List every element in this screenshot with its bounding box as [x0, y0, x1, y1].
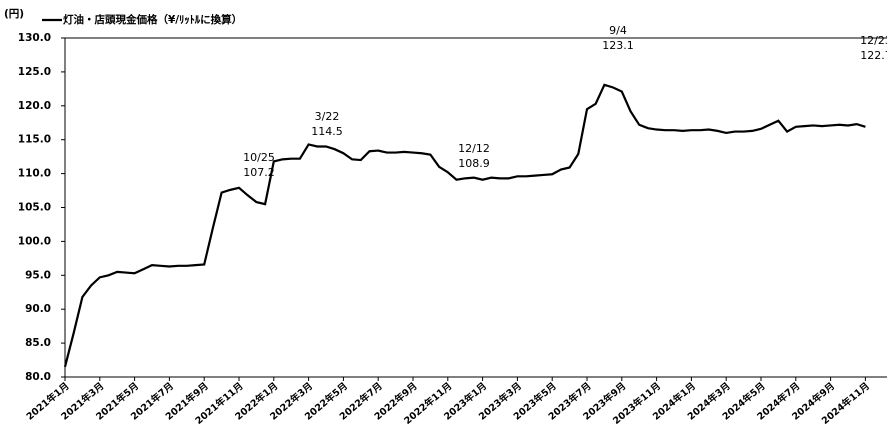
annotation-value: 107.2 [243, 166, 275, 179]
y-tick-label: 130.0 [18, 32, 51, 44]
price-line [63, 83, 866, 368]
annotation-value: 114.5 [311, 125, 343, 138]
annotation-value: 123.1 [602, 39, 634, 52]
y-tick-label: 90.0 [25, 303, 51, 315]
y-tick-label: 120.0 [18, 100, 51, 112]
annotation-value: 108.9 [458, 157, 490, 170]
legend-label: 灯油・店頭現金価格（¥/ﾘｯﾄﾙに換算） [63, 13, 242, 26]
y-unit: (円) [4, 8, 24, 20]
y-tick-label: 110.0 [18, 168, 51, 180]
y-tick-label: 100.0 [18, 235, 51, 247]
y-tick-label: 125.0 [18, 66, 51, 78]
y-tick-label: 85.0 [25, 337, 51, 349]
annotation-date: 10/25 [243, 151, 275, 164]
annotation-date: 9/4 [609, 24, 627, 37]
annotation-date: 3/22 [315, 110, 340, 123]
y-tick-label: 95.0 [25, 269, 51, 281]
annotation-date: 12/23 [860, 34, 887, 47]
y-tick-label: 105.0 [18, 202, 51, 214]
y-tick-label: 80.0 [25, 371, 51, 383]
annotation-date: 12/12 [458, 142, 490, 155]
annotation-value: 122.7 [860, 49, 887, 62]
y-tick-label: 115.0 [18, 134, 51, 146]
